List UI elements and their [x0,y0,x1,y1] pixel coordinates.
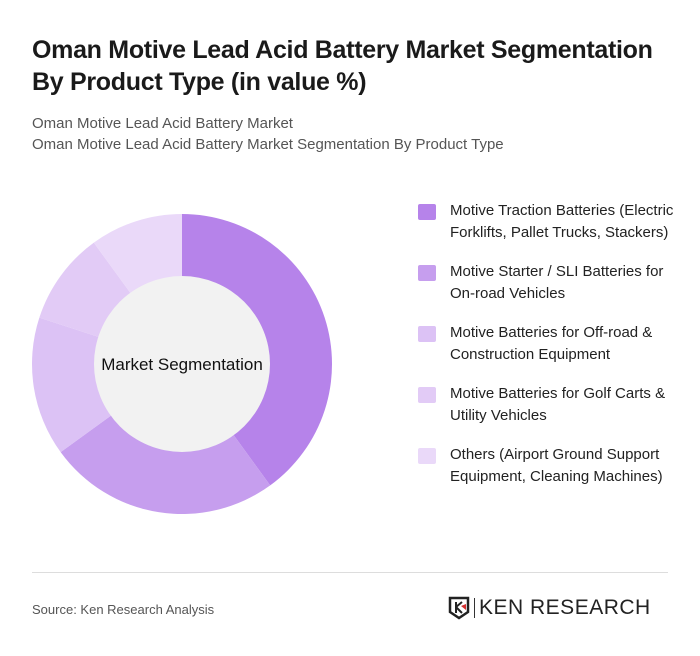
logo-text: KEN RESEARCH [479,596,651,619]
source-note: Source: Ken Research Analysis [32,602,215,617]
legend-swatch [418,204,436,220]
legend-swatch [418,448,436,464]
legend-label: Motive Traction Batteries (Electric Fork… [450,202,674,241]
legend-label: Motive Starter / SLI Batteries for On-ro… [450,263,664,302]
subtitle-market: Oman Motive Lead Acid Battery Market [32,115,293,132]
ken-research-logo: KEN RESEARCH [448,596,651,620]
chart-title: Oman Motive Lead Acid Battery Market Seg… [32,36,653,96]
legend-swatch [418,387,436,403]
legend-label: Motive Batteries for Golf Carts & Utilit… [450,385,666,424]
center-label: Market Segmentation [101,355,263,374]
legend-swatch [418,265,436,281]
legend-item: Motive Starter / SLI Batteries for On-ro… [418,261,688,305]
legend-swatch [418,326,436,342]
divider [32,572,668,573]
ken-research-logo-icon [448,596,470,620]
legend-label: Others (Airport Ground Support Equipment… [450,446,663,485]
legend: Motive Traction Batteries (Electric Fork… [418,200,688,505]
legend-item: Motive Batteries for Golf Carts & Utilit… [418,383,688,427]
subtitle-segmentation: Oman Motive Lead Acid Battery Market Seg… [32,136,504,153]
legend-item: Motive Batteries for Off-road & Construc… [418,322,688,366]
legend-item: Others (Airport Ground Support Equipment… [418,444,688,488]
donut-center [94,276,270,452]
legend-label: Motive Batteries for Off-road & Construc… [450,324,653,363]
legend-item: Motive Traction Batteries (Electric Fork… [418,200,688,244]
donut-chart: Market Segmentation [32,214,332,514]
